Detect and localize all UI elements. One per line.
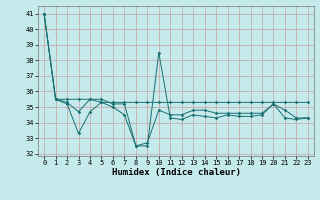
X-axis label: Humidex (Indice chaleur): Humidex (Indice chaleur) xyxy=(111,168,241,177)
